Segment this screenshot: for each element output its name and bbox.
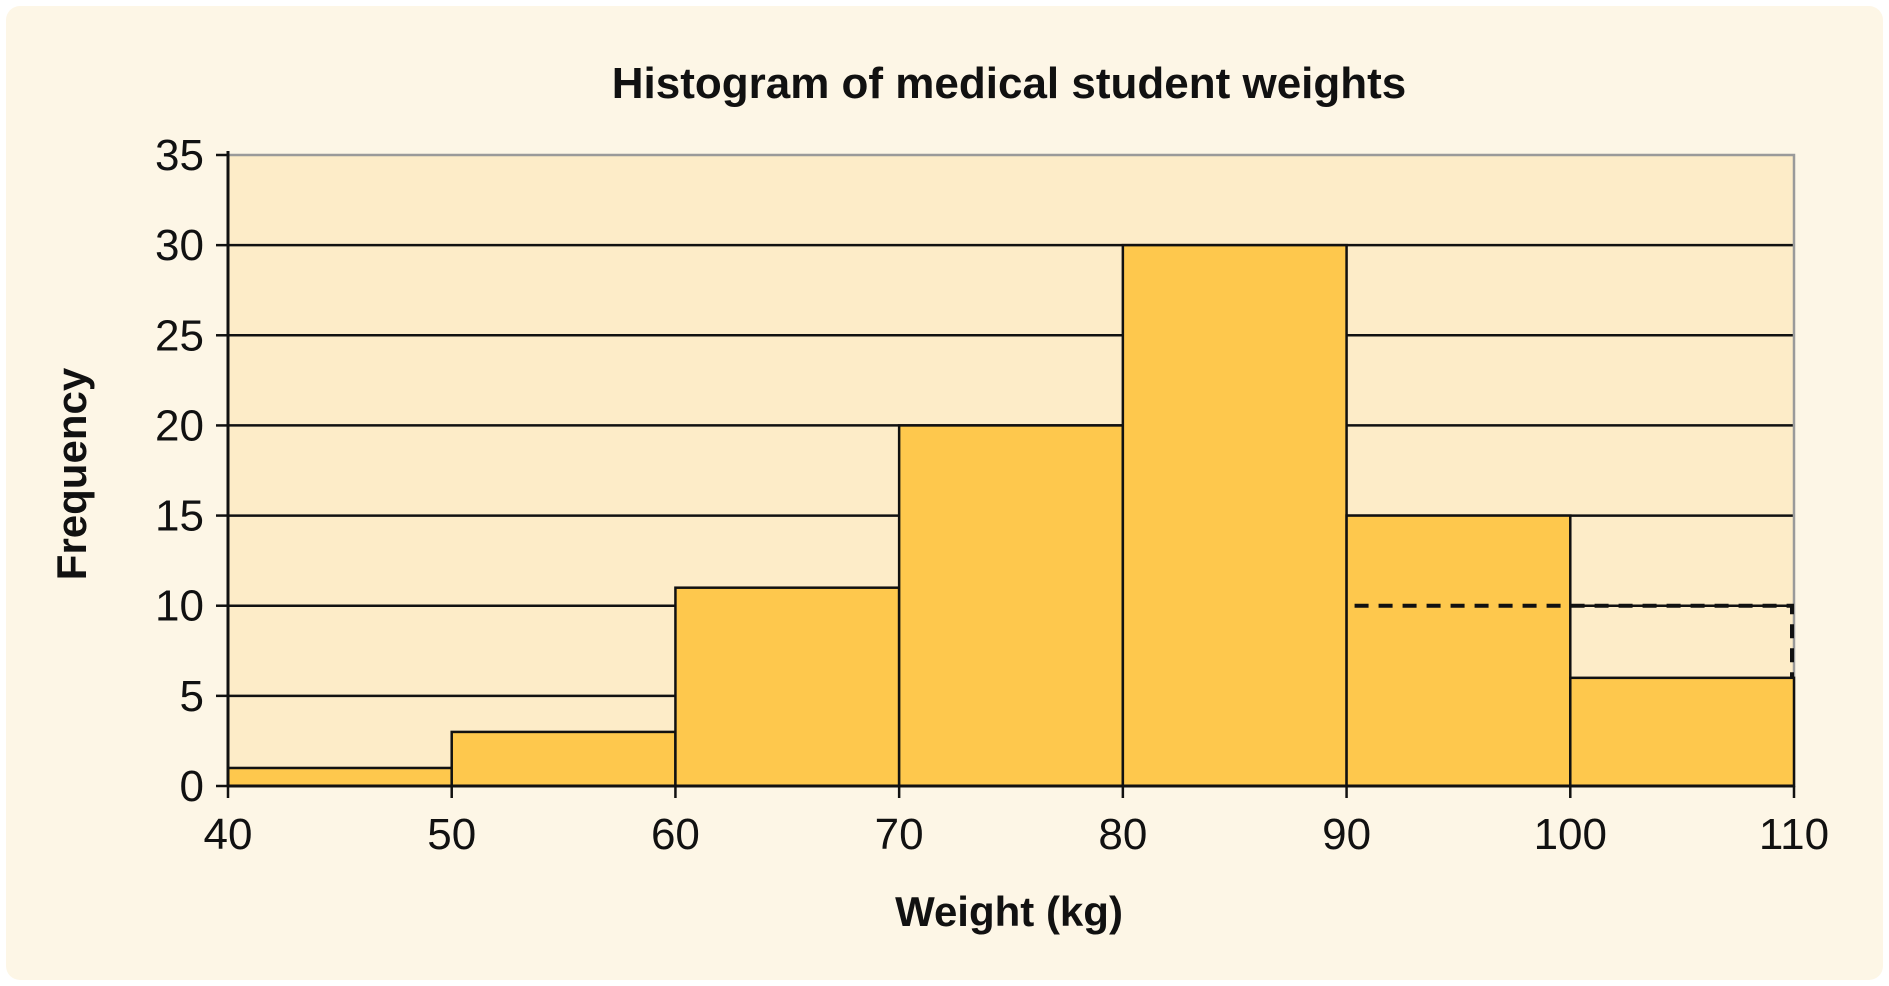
plot-area: 0 5 10 15 20 25 30 35 40 50 60 70 80 90 100 110 xyxy=(155,131,1829,859)
dashed-outline xyxy=(1354,603,1794,678)
plot-border xyxy=(228,153,1796,786)
y-tick-label-15: 15 xyxy=(155,492,204,541)
y-tick-label-5: 5 xyxy=(180,672,204,721)
x-tick-label-100: 100 xyxy=(1534,810,1607,859)
x-tick-label-40: 40 xyxy=(204,810,253,859)
chart-panel: Histogram of medical student weights 0 5 1… xyxy=(6,6,1883,980)
histogram-bar-80-90 xyxy=(1121,243,1348,788)
y-tick-label-0: 0 xyxy=(180,762,204,811)
histogram-bar-100-110 xyxy=(1569,676,1796,788)
x-tick-label-80: 80 xyxy=(1098,810,1147,859)
y-axis-label: Frequency xyxy=(48,367,95,580)
histogram-chart: Histogram of medical student weights 0 5 1… xyxy=(48,59,1829,935)
y-tick-label-25: 25 xyxy=(155,311,204,360)
y-tick-label-30: 30 xyxy=(155,221,204,270)
y-tick-label-20: 20 xyxy=(155,401,204,450)
y-tick-label-35: 35 xyxy=(155,131,204,180)
histogram-bar-60-70 xyxy=(674,586,901,788)
histogram-bar-50-60 xyxy=(450,730,677,788)
histogram-bar-90-100 xyxy=(1345,514,1572,788)
x-tick-label-60: 60 xyxy=(651,810,700,859)
x-tick-label-50: 50 xyxy=(427,810,476,859)
x-tick-label-90: 90 xyxy=(1322,810,1371,859)
histogram-bar-70-80 xyxy=(897,424,1125,788)
chart-title: Histogram of medical student weights xyxy=(612,59,1407,108)
y-tick-label-10: 10 xyxy=(155,582,204,631)
x-axis-label: Weight (kg) xyxy=(895,888,1123,935)
histogram-bar-40-50 xyxy=(226,766,453,788)
x-tick-label-70: 70 xyxy=(875,810,924,859)
x-tick-label-110: 110 xyxy=(1759,810,1829,859)
